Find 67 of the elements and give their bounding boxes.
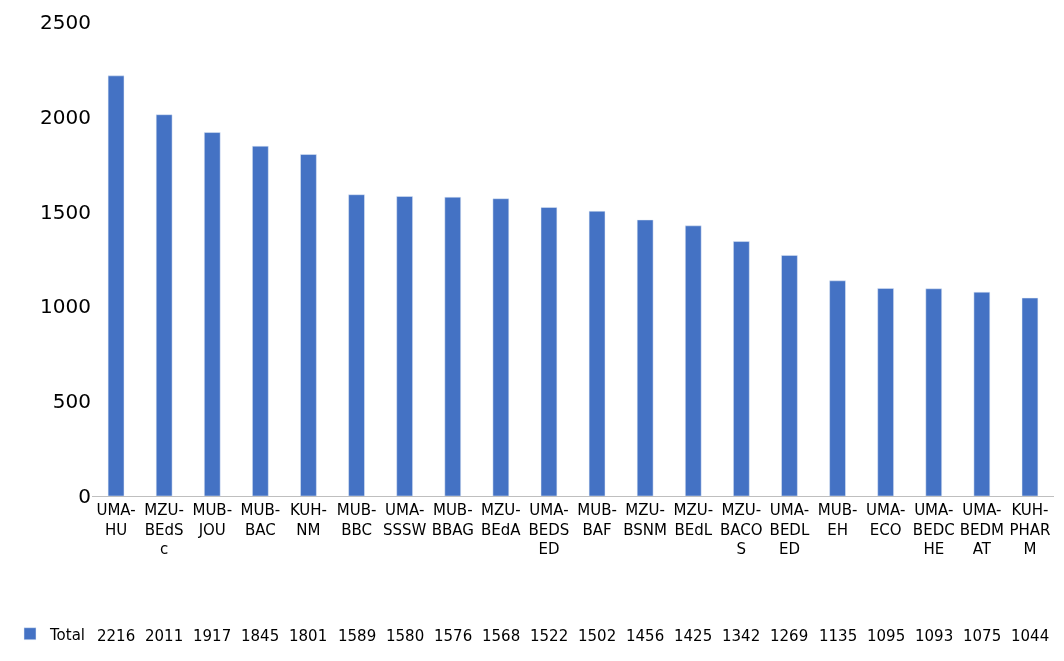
bar <box>107 75 125 496</box>
x-tick-label: UMA-SSSW <box>382 501 427 539</box>
data-label: 1576 <box>434 627 473 645</box>
data-label: 1845 <box>241 627 280 645</box>
data-label: 1917 <box>193 627 232 645</box>
bar <box>444 196 461 496</box>
x-tick-label: UMA-BEDMAT <box>959 501 1004 558</box>
bar <box>300 154 317 496</box>
x-tick-label: MUB-BAF <box>577 501 617 539</box>
bar <box>781 255 798 496</box>
y-tick-label: 500 <box>52 389 91 414</box>
data-label: 1095 <box>867 627 906 645</box>
y-tick-label: 1500 <box>40 199 91 224</box>
bar <box>348 194 365 496</box>
data-label: 1269 <box>770 627 809 645</box>
x-tick-label: MZU-BEdSc <box>144 501 184 558</box>
data-label: 1342 <box>722 627 761 645</box>
legend-label: Total <box>49 625 86 644</box>
x-tick-label: KUH-PHARM <box>1009 501 1051 558</box>
bar <box>204 132 221 496</box>
x-tick-label: MZU-BSNM <box>623 501 668 539</box>
bar <box>492 198 510 496</box>
data-label: 1425 <box>674 627 713 645</box>
x-tick-label: MUB-JOU <box>192 501 233 539</box>
data-label: 1044 <box>1011 627 1050 645</box>
x-tick-label: MZU-BEdA <box>481 501 522 539</box>
bar <box>540 207 558 496</box>
bar <box>973 291 991 496</box>
x-tick-label: KUH-NM <box>289 501 327 539</box>
x-tick-label: UMA-BEDCHE <box>912 501 955 558</box>
bar <box>829 280 846 496</box>
data-label: 1075 <box>963 627 1002 645</box>
bar <box>588 210 606 496</box>
bar <box>396 196 413 496</box>
bar <box>252 145 269 496</box>
x-tick-label: UMA-HU <box>96 501 136 539</box>
x-tick-label: UMA-BEDLED <box>769 501 810 558</box>
data-label: 1522 <box>530 627 569 645</box>
data-label: 1568 <box>482 627 521 645</box>
data-label: 1135 <box>819 627 858 645</box>
y-tick-label: 2500 <box>40 10 91 34</box>
x-tick-label: MZU-BEdL <box>673 501 714 539</box>
data-label: 1801 <box>289 627 328 645</box>
x-tick-label: MZU-BACOS <box>720 501 763 558</box>
bar <box>877 288 894 496</box>
x-tick-label: MUB-BBAG <box>431 501 474 539</box>
data-label: 1456 <box>626 627 665 645</box>
x-tick-label: MUB-BAC <box>240 501 281 539</box>
x-tick-label: UMA-BEDSED <box>528 501 570 558</box>
x-tick-label: UMA-ECO <box>866 501 906 539</box>
data-label: 1093 <box>915 627 954 645</box>
bar <box>636 219 654 496</box>
bar <box>685 225 702 496</box>
bar <box>155 114 173 496</box>
bar <box>925 288 942 496</box>
data-label: 2011 <box>145 627 184 645</box>
data-label: 2216 <box>97 627 136 645</box>
bar <box>1021 297 1039 496</box>
data-label: 1502 <box>578 627 617 645</box>
bar <box>733 241 750 496</box>
y-tick-label: 0 <box>78 484 91 508</box>
data-label: 1589 <box>338 627 377 645</box>
y-tick-label: 2000 <box>40 104 91 129</box>
data-label: 1580 <box>386 627 425 645</box>
x-tick-label: MUB-BBC <box>336 501 377 539</box>
y-tick-label: 1000 <box>40 294 91 319</box>
x-tick-label: MUB-EH <box>817 501 858 539</box>
